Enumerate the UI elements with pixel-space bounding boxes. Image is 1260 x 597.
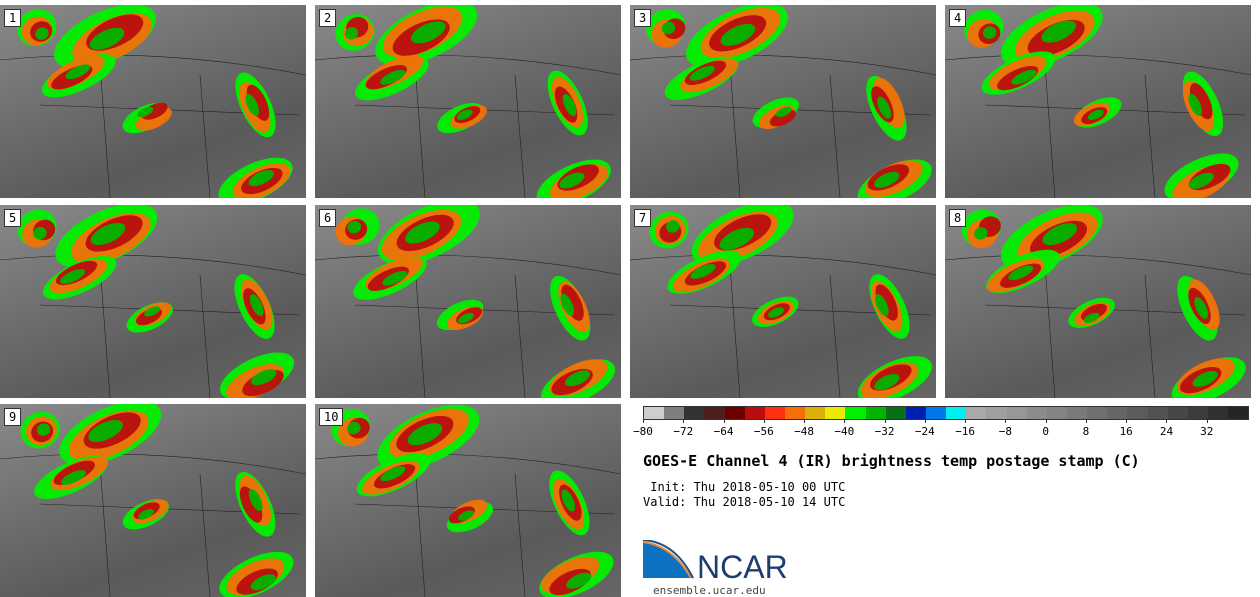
colorbar-bin bbox=[1006, 407, 1027, 419]
satellite-ir-map bbox=[0, 404, 306, 597]
tick-label: −72 bbox=[673, 425, 694, 438]
tick-mark bbox=[1166, 419, 1168, 423]
panel-number: 8 bbox=[949, 209, 967, 227]
postage-stamp-panel: 7 bbox=[630, 205, 936, 398]
postage-stamp-panel: 9 bbox=[0, 404, 306, 597]
colorbar-bin bbox=[684, 407, 705, 419]
colorbar-bin bbox=[946, 407, 967, 419]
panel-number: 9 bbox=[4, 408, 22, 426]
colorbar-bin bbox=[986, 407, 1007, 419]
panel-number: 2 bbox=[319, 9, 337, 27]
colorbar-bin bbox=[1026, 407, 1047, 419]
tick-label: −40 bbox=[834, 425, 855, 438]
panel-number: 4 bbox=[949, 9, 967, 27]
tick-mark bbox=[1045, 419, 1047, 423]
tick-label: −80 bbox=[633, 425, 653, 438]
panel-number: 3 bbox=[634, 9, 652, 27]
tick-mark bbox=[924, 419, 926, 423]
postage-stamp-panel: 8 bbox=[945, 205, 1251, 398]
valid-time: Valid: Thu 2018-05-10 14 UTC bbox=[643, 495, 846, 509]
panel-number: 6 bbox=[319, 209, 337, 227]
colorbar-bin bbox=[805, 407, 826, 419]
colorbar-bin bbox=[1167, 407, 1188, 419]
tick-mark bbox=[683, 419, 685, 423]
colorbar-bin bbox=[845, 407, 866, 419]
tick-label: −48 bbox=[794, 425, 814, 438]
tick-label: −24 bbox=[914, 425, 935, 438]
colorbar-bin bbox=[1107, 407, 1128, 419]
colorbar bbox=[643, 406, 1249, 420]
colorbar-bin bbox=[1228, 407, 1249, 419]
colorbar-bin bbox=[644, 407, 665, 419]
postage-stamp-panel: 3 bbox=[630, 5, 936, 198]
satellite-ir-map bbox=[630, 5, 936, 198]
satellite-ir-map bbox=[945, 5, 1251, 198]
tick-mark bbox=[1005, 419, 1007, 423]
panel-number: 5 bbox=[4, 209, 22, 227]
tick-label: 16 bbox=[1119, 425, 1133, 438]
tick-label: −64 bbox=[713, 425, 734, 438]
postage-stamp-panel: 4 bbox=[945, 5, 1251, 198]
colorbar-bin bbox=[664, 407, 685, 419]
tick-label: 0 bbox=[1042, 425, 1049, 438]
tick-mark bbox=[965, 419, 967, 423]
satellite-ir-map bbox=[315, 5, 621, 198]
website-url[interactable]: ensemble.ucar.edu bbox=[653, 584, 766, 597]
colorbar-bin bbox=[1087, 407, 1108, 419]
postage-stamp-panel: 10 bbox=[315, 404, 621, 597]
colorbar-bin bbox=[885, 407, 906, 419]
tick-mark bbox=[1206, 419, 1208, 423]
tick-mark bbox=[763, 419, 765, 423]
colorbar-bin bbox=[825, 407, 846, 419]
colorbar-bin bbox=[1127, 407, 1148, 419]
tick-label: 24 bbox=[1159, 425, 1174, 438]
tick-label: 8 bbox=[1082, 425, 1090, 438]
tick-label: −32 bbox=[874, 425, 895, 438]
tick-mark bbox=[643, 419, 644, 423]
ncar-logo: NCAR bbox=[643, 540, 788, 580]
panel-number: 1 bbox=[4, 9, 22, 27]
tick-mark bbox=[804, 419, 806, 423]
colorbar-bin bbox=[764, 407, 785, 419]
tick-label: −56 bbox=[753, 425, 774, 438]
colorbar-bin bbox=[704, 407, 725, 419]
colorbar-bin bbox=[1187, 407, 1208, 419]
postage-stamp-panel: 5 bbox=[0, 205, 306, 398]
colorbar-bin bbox=[905, 407, 926, 419]
satellite-ir-map bbox=[0, 5, 306, 198]
tick-mark bbox=[844, 419, 846, 423]
postage-stamp-panel: 6 bbox=[315, 205, 621, 398]
colorbar-bin bbox=[925, 407, 947, 419]
ncar-logo-text: NCAR bbox=[697, 549, 788, 580]
colorbar-bin bbox=[1066, 407, 1088, 419]
figure-title: GOES-E Channel 4 (IR) brightness temp po… bbox=[643, 452, 1140, 470]
postage-stamp-panel: 1 bbox=[0, 5, 306, 198]
colorbar-bin bbox=[784, 407, 806, 419]
tick-label: −8 bbox=[998, 425, 1013, 438]
panel-number: 7 bbox=[634, 209, 652, 227]
tick-mark bbox=[723, 419, 725, 423]
colorbar-bin bbox=[724, 407, 745, 419]
colorbar-bin bbox=[1147, 407, 1168, 419]
colorbar-bin bbox=[744, 407, 765, 419]
colorbar-bin bbox=[1046, 407, 1067, 419]
satellite-ir-map bbox=[315, 205, 621, 398]
satellite-ir-map bbox=[630, 205, 936, 398]
init-time: Init: Thu 2018-05-10 00 UTC bbox=[643, 480, 846, 494]
tick-mark bbox=[1085, 419, 1087, 423]
postage-stamp-panel: 2 bbox=[315, 5, 621, 198]
panel-number: 10 bbox=[319, 408, 344, 426]
tick-mark bbox=[1126, 419, 1128, 423]
satellite-ir-map bbox=[315, 404, 621, 597]
satellite-ir-map bbox=[945, 205, 1251, 398]
colorbar-bin bbox=[966, 407, 987, 419]
tick-mark bbox=[884, 419, 886, 423]
colorbar-bin bbox=[865, 407, 886, 419]
colorbar-bin bbox=[1207, 407, 1229, 419]
tick-label: 32 bbox=[1200, 425, 1214, 438]
tick-label: −16 bbox=[955, 425, 976, 438]
satellite-ir-map bbox=[0, 205, 306, 398]
